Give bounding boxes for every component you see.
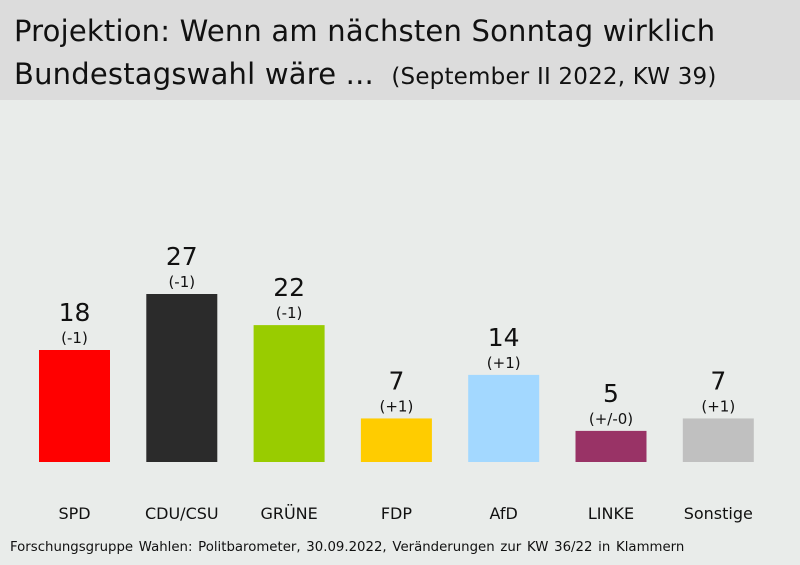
category-label-fdp: FDP [381, 504, 413, 523]
value-label-cdu-csu: 27 [166, 242, 198, 271]
value-label-linke: 5 [603, 379, 619, 408]
source-note: Forschungsgruppe Wahlen: Politbarometer,… [10, 540, 685, 555]
bar-spd [39, 350, 110, 462]
chart-title-line2: Bundestagswahl wäre ... (September II 20… [14, 57, 717, 91]
change-label-spd: (-1) [61, 329, 88, 347]
chart-title-line2-text: Bundestagswahl wäre ... [14, 57, 374, 91]
change-label-cdu-csu: (-1) [168, 273, 195, 291]
bar-chart: 18 (-1) SPD 27 (-1) CDU/CSU 22 (-1) GRÜNE 7 (+1) FD… [39, 242, 754, 523]
change-label-afd: (+1) [487, 354, 521, 372]
bar-cdu-csu [146, 294, 218, 462]
bar-sonstige [682, 418, 754, 462]
bar-afd [468, 374, 540, 462]
category-label-sonstige: Sonstige [684, 504, 753, 523]
category-label-grüne: GRÜNE [260, 504, 317, 523]
chart-subtitle: (September II 2022, KW 39) [391, 64, 717, 90]
chart-title-line1: Projektion: Wenn am nächsten Sonntag wir… [14, 14, 716, 48]
category-label-cdu-csu: CDU/CSU [145, 504, 219, 523]
category-label-afd: AfD [490, 504, 518, 523]
value-label-fdp: 7 [388, 366, 404, 395]
value-label-sonstige: 7 [710, 366, 726, 395]
change-label-grüne: (-1) [276, 304, 303, 322]
category-label-spd: SPD [58, 504, 90, 523]
value-label-afd: 14 [488, 323, 520, 352]
header: Projektion: Wenn am nächsten Sonntag wir… [0, 0, 800, 100]
change-label-linke: (+/-0) [589, 410, 633, 428]
bar-linke [575, 430, 647, 462]
value-label-grüne: 22 [273, 273, 305, 302]
change-label-sonstige: (+1) [701, 397, 735, 415]
change-label-fdp: (+1) [379, 397, 413, 415]
bar-fdp [360, 418, 432, 462]
category-label-linke: LINKE [588, 504, 634, 523]
value-label-spd: 18 [59, 298, 91, 327]
bar-grüne [253, 325, 325, 462]
